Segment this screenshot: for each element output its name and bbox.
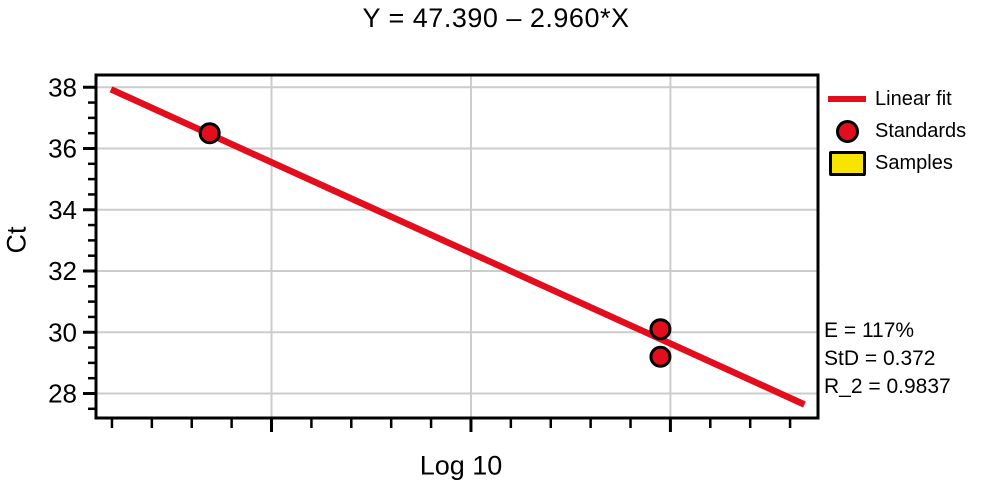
- legend-label-linear-fit: Linear fit: [875, 87, 952, 110]
- std-value: StD = 0.372: [824, 347, 936, 370]
- standards-marker-icon: [827, 119, 867, 143]
- linear-fit-line-icon: [827, 96, 867, 102]
- square-swatch: [828, 150, 866, 176]
- svg-text:30: 30: [48, 317, 77, 347]
- legend: Linear fit Standards Samples: [827, 87, 966, 176]
- samples-marker-icon: [827, 150, 867, 176]
- legend-label-standards: Standards: [875, 119, 967, 142]
- circle-swatch: [835, 119, 859, 143]
- svg-text:28: 28: [48, 379, 77, 409]
- legend-item-standards: Standards: [827, 119, 966, 143]
- fit-statistics: E = 117% StD = 0.372 R_2 = 0.9837: [824, 317, 951, 401]
- r-squared-value: R_2 = 0.9837: [824, 375, 951, 398]
- chart-title: Y = 47.390 – 2.960*X: [362, 3, 630, 33]
- efficiency-value: E = 117%: [824, 319, 915, 342]
- legend-item-samples: Samples: [827, 150, 966, 176]
- svg-text:38: 38: [48, 72, 77, 102]
- x-axis-title: Log 10: [419, 450, 503, 481]
- svg-text:32: 32: [48, 256, 77, 286]
- legend-item-linear-fit: Linear fit: [827, 87, 966, 111]
- line-swatch: [828, 96, 866, 102]
- svg-text:34: 34: [48, 195, 77, 225]
- legend-label-samples: Samples: [875, 151, 953, 174]
- svg-text:36: 36: [48, 134, 77, 164]
